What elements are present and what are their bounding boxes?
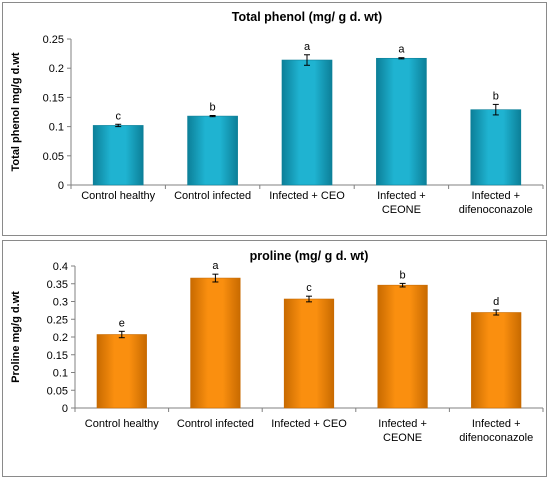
proline-y-tick-label: 0.1 — [53, 368, 68, 380]
proline-bar — [471, 312, 522, 409]
proline-significance-letter: b — [400, 269, 406, 281]
phenol-y-tick-label: 0.15 — [43, 92, 64, 104]
proline-y-tick-label: 0.2 — [53, 332, 68, 344]
proline-category-label-line: Infected + CEO — [271, 418, 347, 430]
phenol-significance-letter: b — [210, 102, 216, 114]
proline-y-tick-label: 0.25 — [47, 314, 68, 326]
proline-category-label-line: Infected + — [378, 418, 427, 430]
proline-bar — [283, 298, 335, 409]
proline-category-label: Control infected — [177, 418, 254, 430]
proline-chart: proline (mg/ g d. wt) Proline mg/g d.wt 0 0… — [10, 249, 544, 444]
proline-category-label: Control healthy — [85, 418, 159, 430]
proline-category-label-line: Control infected — [177, 418, 254, 430]
proline-category-label-line: Control healthy — [85, 418, 159, 430]
phenol-category-label-line: Infected + — [377, 190, 426, 202]
phenol-y-axis-label: Total phenol mg/g d.wt — [10, 52, 22, 171]
total-phenol-chart: Total phenol (mg/ g d. wt) Total phenol m… — [10, 10, 544, 216]
phenol-bar — [376, 57, 427, 186]
phenol-bar — [92, 125, 144, 186]
proline-category-label: Infected + CEONE — [378, 418, 427, 444]
phenol-bar — [470, 109, 522, 186]
proline-significance-letter: d — [493, 296, 499, 308]
proline-category-label: Infected + difenoconazole — [459, 418, 533, 444]
phenol-category-label-line: Control infected — [174, 190, 251, 202]
phenol-significance-letter: a — [304, 41, 311, 53]
proline-significance-letter: e — [119, 317, 125, 329]
phenol-category-label-line: CEONE — [382, 204, 421, 216]
proline-y-axis-label: Proline mg/g d.wt — [10, 291, 22, 383]
phenol-y-tick-label: 0.2 — [49, 63, 64, 75]
phenol-y-tick-label: 0.1 — [49, 122, 64, 134]
phenol-category-label: Control infected — [174, 190, 251, 202]
phenol-category-label: Infected + CEO — [269, 190, 345, 202]
proline-category-label: Infected + CEO — [271, 418, 347, 430]
phenol-category-label-line: Infected + — [471, 190, 520, 202]
phenol-category-label-line: difenoconazole — [459, 204, 533, 216]
phenol-chart-title: Total phenol (mg/ g d. wt) — [232, 10, 382, 24]
proline-category-label-line: Infected + — [472, 418, 521, 430]
proline-significance-letter: c — [306, 282, 312, 294]
proline-y-tick-label: 0 — [62, 403, 68, 415]
phenol-significance-letter: a — [398, 44, 405, 56]
phenol-y-tick-label: 0 — [58, 180, 64, 192]
phenol-bar — [187, 115, 238, 186]
proline-category-label-line: CEONE — [383, 432, 422, 444]
phenol-category-label-line: Control healthy — [81, 190, 155, 202]
phenol-y-tick-label: 0.05 — [43, 151, 64, 163]
phenol-category-label: Infected + CEONE — [377, 190, 426, 216]
proline-bar — [96, 334, 147, 409]
phenol-category-label: Infected + difenoconazole — [459, 190, 533, 216]
proline-significance-letter: a — [212, 260, 219, 272]
proline-bar — [190, 277, 241, 409]
proline-panel: proline (mg/ g d. wt) Proline mg/g d.wt 0 0… — [2, 240, 547, 477]
phenol-category-label-line: Infected + CEO — [269, 190, 345, 202]
phenol-category-label: Control healthy — [81, 190, 155, 202]
proline-chart-title: proline (mg/ g d. wt) — [250, 249, 369, 263]
proline-y-tick-label: 0.15 — [47, 350, 68, 362]
phenol-significance-letter: c — [115, 110, 121, 122]
phenol-bar — [281, 59, 333, 186]
phenol-y-tick-label: 0.25 — [43, 34, 64, 46]
proline-category-label-line: difenoconazole — [459, 432, 533, 444]
proline-y-tick-label: 0.05 — [47, 385, 68, 397]
proline-y-tick-label: 0.35 — [47, 279, 68, 291]
proline-y-tick-label: 0.3 — [53, 297, 68, 309]
proline-bar — [377, 284, 428, 409]
total-phenol-panel: Total phenol (mg/ g d. wt) Total phenol m… — [2, 2, 547, 236]
phenol-significance-letter: b — [493, 90, 499, 102]
proline-y-tick-label: 0.4 — [53, 261, 68, 273]
